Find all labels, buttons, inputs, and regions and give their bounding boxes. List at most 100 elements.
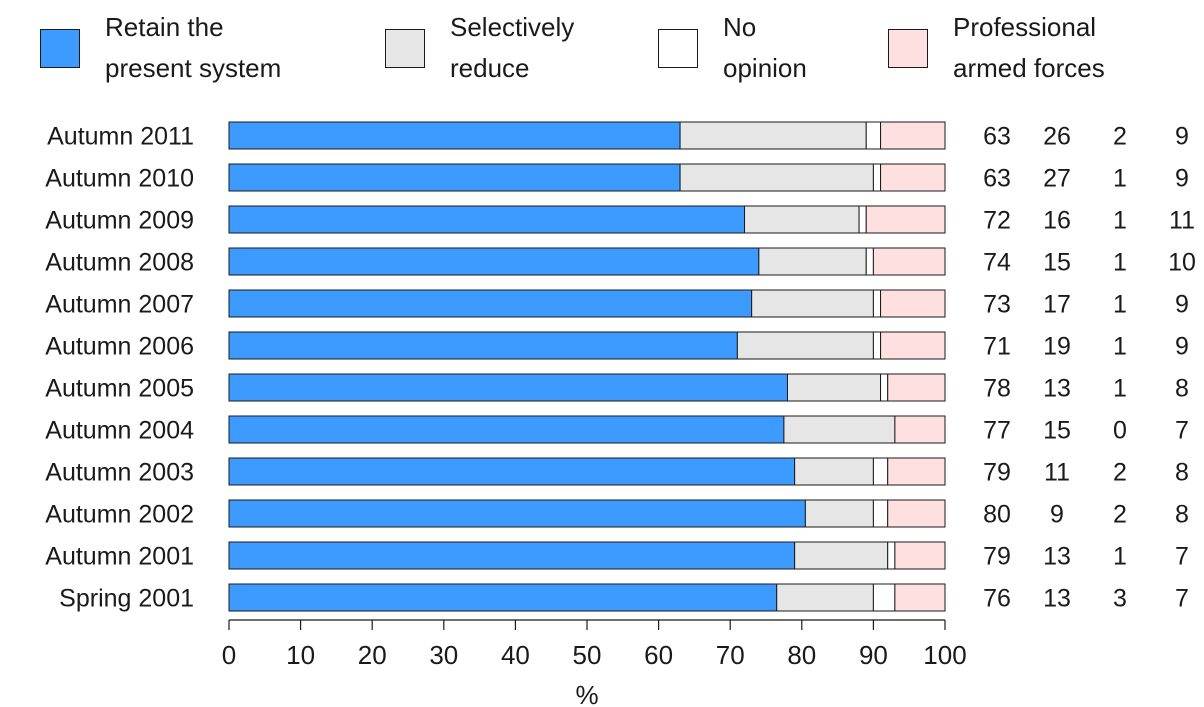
bar-segment-selectively-reduce xyxy=(794,457,874,486)
bar-segment-professional-armed-forces xyxy=(880,163,946,192)
bar-segment-selectively-reduce xyxy=(736,331,874,360)
value-label-selectively-reduce: 11 xyxy=(1044,459,1070,487)
value-label-selectively-reduce: 17 xyxy=(1043,291,1071,319)
value-label-retain-the-present-system: 79 xyxy=(983,543,1011,571)
category-label: Autumn 2003 xyxy=(45,459,194,487)
bar-segment-professional-armed-forces xyxy=(880,331,946,360)
value-label-no-opinion: 2 xyxy=(1113,123,1127,151)
value-label-selectively-reduce: 16 xyxy=(1043,207,1071,235)
value-label-professional-armed-forces: 9 xyxy=(1175,333,1189,361)
bar-segment-no-opinion xyxy=(865,121,882,150)
x-tick-label: 40 xyxy=(501,640,530,670)
category-label: Autumn 2001 xyxy=(45,543,194,571)
x-tick-label: 80 xyxy=(787,640,816,670)
legend-swatch-no-opinion xyxy=(658,29,698,68)
value-label-selectively-reduce: 9 xyxy=(1050,501,1064,529)
value-label-retain-the-present-system: 77 xyxy=(983,417,1011,445)
bar-segment-selectively-reduce xyxy=(744,205,860,234)
value-label-professional-armed-forces: 9 xyxy=(1175,291,1189,319)
legend-swatch-professional-armed-forces xyxy=(888,29,928,68)
bar-segment-retain-the-present-system xyxy=(228,289,753,318)
bar-segment-selectively-reduce xyxy=(804,499,874,528)
bar-segment-selectively-reduce xyxy=(783,415,896,444)
bar-segment-selectively-reduce xyxy=(794,541,889,570)
value-label-professional-armed-forces: 11 xyxy=(1169,207,1195,235)
bar-segment-retain-the-present-system xyxy=(228,415,785,444)
bar-segment-retain-the-present-system xyxy=(228,457,796,486)
value-label-professional-armed-forces: 7 xyxy=(1175,543,1189,571)
value-label-professional-armed-forces: 9 xyxy=(1175,165,1189,193)
bar-segment-no-opinion xyxy=(872,583,896,612)
bar-segment-professional-armed-forces xyxy=(894,415,946,444)
bar-segment-retain-the-present-system xyxy=(228,247,760,276)
x-tick-label: 60 xyxy=(644,640,673,670)
bar-segment-no-opinion xyxy=(880,373,889,402)
x-tick-label: 70 xyxy=(716,640,745,670)
value-label-no-opinion: 1 xyxy=(1113,375,1127,403)
value-label-retain-the-present-system: 63 xyxy=(983,165,1011,193)
value-label-no-opinion: 1 xyxy=(1113,543,1127,571)
bar-segment-retain-the-present-system xyxy=(228,205,746,234)
value-label-no-opinion: 1 xyxy=(1113,165,1127,193)
bar-segment-retain-the-present-system xyxy=(228,499,806,528)
category-label: Autumn 2005 xyxy=(45,375,194,403)
value-label-selectively-reduce: 13 xyxy=(1043,585,1071,613)
bar-segment-professional-armed-forces xyxy=(887,373,946,402)
bar-segment-retain-the-present-system xyxy=(228,373,788,402)
value-label-selectively-reduce: 15 xyxy=(1043,417,1071,445)
category-label: Autumn 2004 xyxy=(45,417,194,445)
category-label: Autumn 2007 xyxy=(45,291,194,319)
value-label-professional-armed-forces: 7 xyxy=(1175,585,1189,613)
bar-segment-selectively-reduce xyxy=(751,289,874,318)
x-tick-label: 50 xyxy=(573,640,602,670)
bar-segment-professional-armed-forces xyxy=(880,289,946,318)
category-label: Autumn 2011 xyxy=(47,123,194,151)
legend-label-no-opinion: No xyxy=(723,12,756,42)
bar-segment-no-opinion xyxy=(858,205,867,234)
value-label-professional-armed-forces: 10 xyxy=(1168,249,1196,277)
category-label: Autumn 2008 xyxy=(45,249,194,277)
value-label-professional-armed-forces: 8 xyxy=(1175,375,1189,403)
bar-segment-no-opinion xyxy=(865,247,874,276)
legend-label-selectively-reduce: Selectively xyxy=(450,12,574,42)
value-label-selectively-reduce: 15 xyxy=(1043,249,1071,277)
bar-segment-no-opinion xyxy=(872,457,889,486)
value-label-retain-the-present-system: 63 xyxy=(983,123,1011,151)
bar-segment-retain-the-present-system xyxy=(228,121,681,150)
bar-segment-no-opinion xyxy=(872,499,889,528)
x-tick-label: 30 xyxy=(429,640,458,670)
bar-segment-professional-armed-forces xyxy=(865,205,946,234)
x-axis: 0 10 20 30 40 50 60 70 80 90 100% xyxy=(222,619,967,707)
value-label-no-opinion: 1 xyxy=(1113,291,1127,319)
bar-segment-selectively-reduce xyxy=(758,247,867,276)
bar-segment-professional-armed-forces xyxy=(887,457,946,486)
x-tick-label: 100 xyxy=(923,640,966,670)
legend-label-selectively-reduce: reduce xyxy=(450,53,530,83)
value-label-no-opinion: 2 xyxy=(1113,501,1127,529)
value-label-no-opinion: 2 xyxy=(1113,459,1127,487)
value-label-retain-the-present-system: 78 xyxy=(983,375,1011,403)
value-label-no-opinion: 0 xyxy=(1113,417,1127,445)
value-label-professional-armed-forces: 9 xyxy=(1175,123,1189,151)
value-label-professional-armed-forces: 8 xyxy=(1175,459,1189,487)
legend-swatch-retain-the-present-system xyxy=(40,29,80,68)
value-label-retain-the-present-system: 71 xyxy=(983,333,1011,361)
bar-segment-no-opinion xyxy=(872,331,882,360)
bar-segment-selectively-reduce xyxy=(679,163,874,192)
legend-label-professional-armed-forces: Professional xyxy=(953,12,1096,42)
value-label-professional-armed-forces: 8 xyxy=(1175,501,1189,529)
x-tick-label: 0 xyxy=(222,640,236,670)
bar-segment-professional-armed-forces xyxy=(887,499,946,528)
value-label-retain-the-present-system: 73 xyxy=(983,291,1011,319)
bar-segment-selectively-reduce xyxy=(786,373,882,402)
value-label-retain-the-present-system: 80 xyxy=(983,501,1011,529)
bar-segment-professional-armed-forces xyxy=(872,247,946,276)
value-label-no-opinion: 3 xyxy=(1113,585,1127,613)
category-label: Autumn 2010 xyxy=(45,165,194,193)
x-tick-label: 20 xyxy=(358,640,387,670)
value-label-professional-armed-forces: 7 xyxy=(1175,417,1189,445)
x-tick-label: 90 xyxy=(859,640,888,670)
bar-segment-professional-armed-forces xyxy=(894,541,946,570)
value-label-selectively-reduce: 13 xyxy=(1043,543,1071,571)
